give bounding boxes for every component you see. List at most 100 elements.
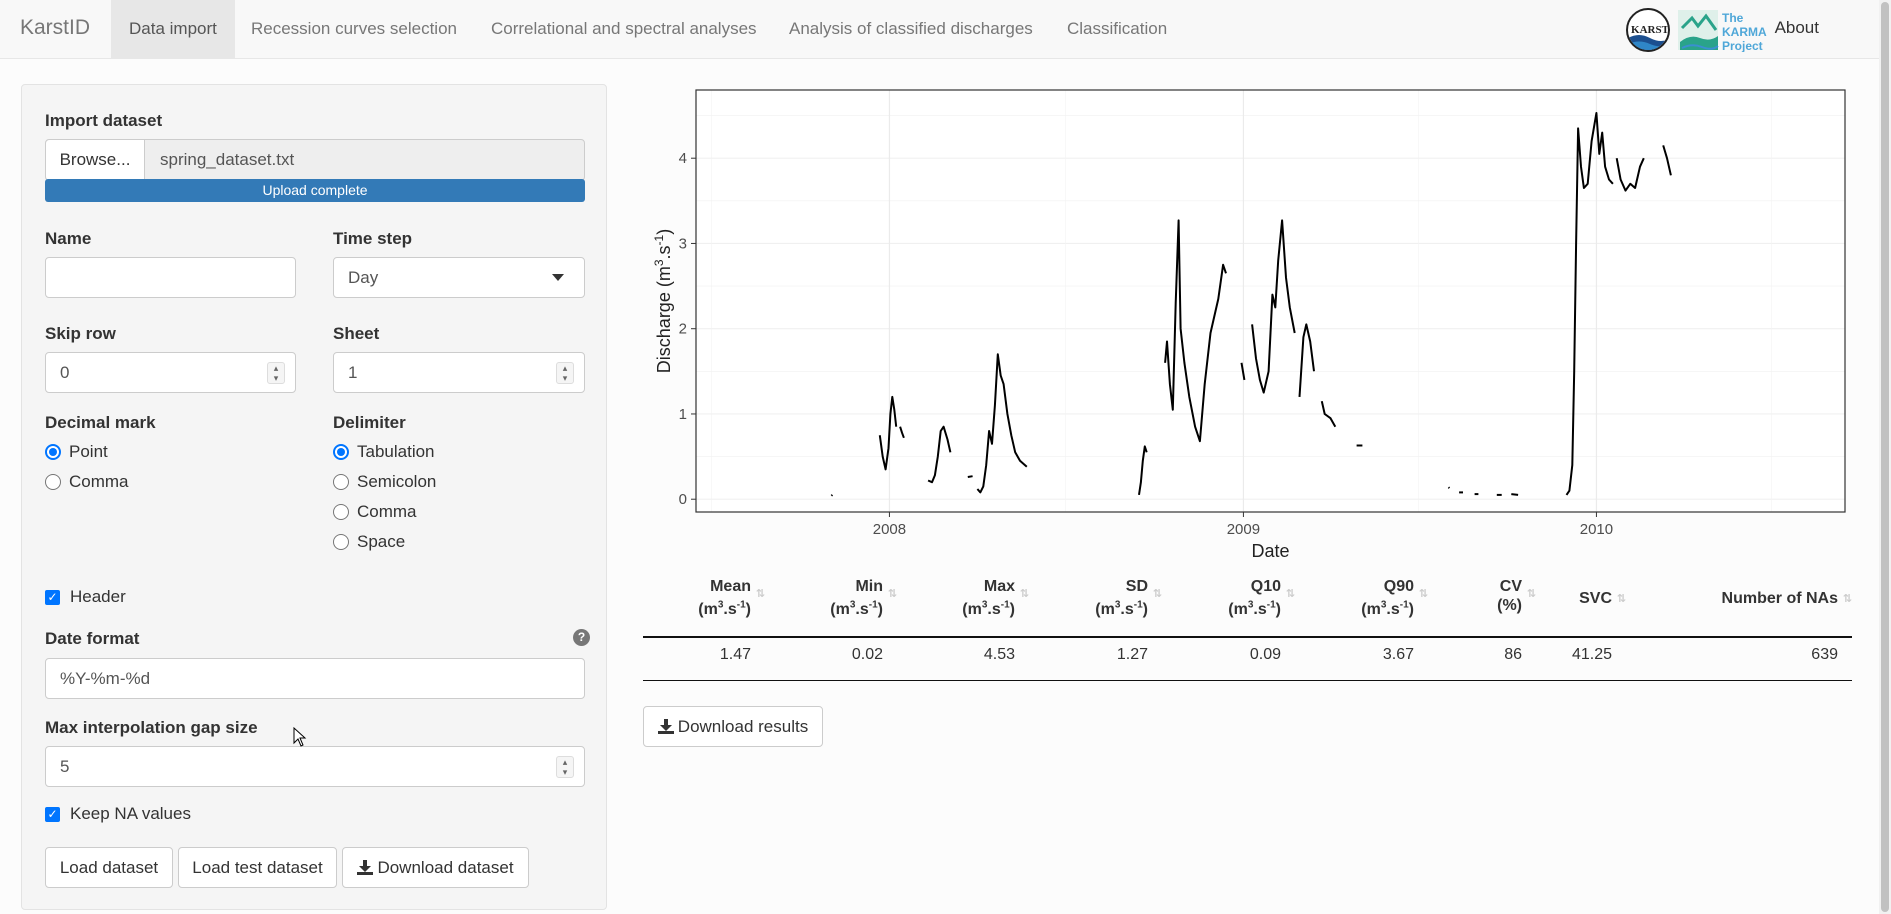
browse-button[interactable]: Browse... <box>46 140 145 180</box>
table-cell: 41.25 <box>1571 646 1612 663</box>
timestep-select[interactable]: Day <box>333 257 585 298</box>
skiprow-spinner[interactable]: ▴ ▾ <box>267 362 285 384</box>
keep-na-checkbox[interactable]: ✓ Keep NA values <box>45 804 191 824</box>
y-tick-label: 1 <box>679 406 687 423</box>
y-tick-label: 0 <box>679 491 687 508</box>
max-gap-input[interactable]: 5 ▴ ▾ <box>45 746 585 787</box>
help-icon[interactable]: ? <box>573 629 590 646</box>
column-header-cv[interactable]: CV (%) ⇅ <box>1497 578 1536 614</box>
skiprow-label: Skip row <box>45 324 116 343</box>
tab-analysis-classified-discharges[interactable]: Analysis of classified discharges <box>789 19 1033 38</box>
chart-x-axis-label: Date <box>1251 541 1289 561</box>
delimiter-comma-radio[interactable]: Comma <box>333 502 417 522</box>
load-dataset-button[interactable]: Load dataset <box>45 847 173 888</box>
sort-arrows-icon[interactable]: ⇅ <box>755 588 765 600</box>
column-header-mean[interactable]: Mean (m3.s-1) ⇅ <box>698 578 765 619</box>
tab-data-import[interactable]: Data import <box>111 0 235 58</box>
download-dataset-button[interactable]: Download dataset <box>342 847 529 888</box>
tab-recession-curves-selection[interactable]: Recession curves selection <box>251 19 457 38</box>
discharge-series-segment <box>1447 486 1451 489</box>
checkmark-icon: ✓ <box>45 806 60 822</box>
column-header-min[interactable]: Min (m3.s-1) ⇅ <box>830 578 897 619</box>
discharge-series-segment <box>1240 362 1246 381</box>
max-gap-spinner[interactable]: ▴ ▾ <box>556 756 574 778</box>
sort-arrows-icon[interactable]: ⇅ <box>887 588 897 600</box>
karst-logo-text: KARST <box>1631 24 1670 36</box>
skiprow-input[interactable]: 0 ▴ ▾ <box>45 352 296 393</box>
load-test-dataset-button[interactable]: Load test dataset <box>178 847 337 888</box>
mouse-cursor-icon <box>293 727 307 747</box>
karma-logo-line-3: Project <box>1722 39 1763 52</box>
delimiter-semicolon-label: Semicolon <box>357 472 437 491</box>
discharge-series-segment <box>1298 323 1315 397</box>
discharge-series-segment <box>1511 493 1519 496</box>
discharge-series-segment <box>899 426 905 439</box>
delimiter-label: Delimiter <box>333 413 406 432</box>
download-icon <box>357 860 374 875</box>
sort-arrows-icon[interactable]: ⇅ <box>1842 593 1852 605</box>
delimiter-space-radio[interactable]: Space <box>333 532 405 552</box>
keep-na-label: Keep NA values <box>70 804 191 823</box>
radio-unselected-icon <box>333 504 349 520</box>
sheet-spinner[interactable]: ▴ ▾ <box>556 362 574 384</box>
chevron-down-icon <box>552 274 564 281</box>
download-dataset-label: Download dataset <box>377 858 514 877</box>
karst-logo[interactable]: KARST <box>1626 8 1670 52</box>
decimal-point-radio[interactable]: Point <box>45 442 108 462</box>
name-label: Name <box>45 229 92 248</box>
upload-progress-bar: Upload complete <box>45 179 585 202</box>
karma-logo-line-1: The <box>1722 11 1744 25</box>
header-checkbox-label: Header <box>70 587 126 606</box>
date-format-input[interactable]: %Y-%m-%d <box>45 658 585 699</box>
radio-selected-icon <box>45 444 61 460</box>
karma-logo-line-2: KARMA <box>1722 25 1767 39</box>
delimiter-tabulation-radio[interactable]: Tabulation <box>333 442 435 462</box>
name-input[interactable] <box>45 257 296 298</box>
decimal-comma-label: Comma <box>69 472 129 491</box>
discharge-series-segment <box>976 353 1028 494</box>
radio-unselected-icon <box>333 534 349 550</box>
column-header-q10[interactable]: Q10 (m3.s-1) ⇅ <box>1228 578 1295 619</box>
column-header-svc[interactable]: SVC ⇅ <box>1579 590 1626 607</box>
scrollbar-thumb[interactable] <box>1881 2 1889 912</box>
file-input-group: Browse... spring_dataset.txt <box>45 139 585 181</box>
sort-arrows-icon[interactable]: ⇅ <box>1526 588 1536 600</box>
nav-about[interactable]: About <box>1774 18 1819 37</box>
checkmark-icon: ✓ <box>45 589 60 605</box>
table-cell: 0.09 <box>1249 646 1281 663</box>
column-header-number-of-nas[interactable]: Number of NAs ⇅ <box>1721 590 1852 607</box>
import-settings-panel: Import dataset Browse... spring_dataset.… <box>21 84 607 910</box>
date-format-label: Date format <box>45 629 140 648</box>
sort-arrows-icon[interactable]: ⇅ <box>1616 593 1626 605</box>
page-scrollbar[interactable] <box>1879 0 1891 914</box>
delimiter-semicolon-radio[interactable]: Semicolon <box>333 472 436 492</box>
radio-unselected-icon <box>45 474 61 490</box>
discharge-series-segment <box>1565 112 1614 496</box>
decimal-comma-radio[interactable]: Comma <box>45 472 129 492</box>
upload-progress-fill: Upload complete <box>45 179 585 202</box>
decimal-point-label: Point <box>69 442 108 461</box>
table-header-rule <box>643 636 1852 638</box>
max-gap-value: 5 <box>60 757 70 776</box>
tab-classification[interactable]: Classification <box>1067 19 1168 38</box>
sort-arrows-icon[interactable]: ⇅ <box>1152 588 1162 600</box>
header-checkbox[interactable]: ✓ Header <box>45 587 126 607</box>
tab-correlational-spectral-analyses[interactable]: Correlational and spectral analyses <box>491 19 757 38</box>
column-header-max[interactable]: Max (m3.s-1) ⇅ <box>962 578 1029 619</box>
column-header-q90[interactable]: Q90 (m3.s-1) ⇅ <box>1361 578 1428 619</box>
sheet-input[interactable]: 1 ▴ ▾ <box>333 352 585 393</box>
delimiter-comma-label: Comma <box>357 502 417 521</box>
column-header-sd[interactable]: SD (m3.s-1) ⇅ <box>1095 578 1162 619</box>
discharge-chart-svg: 0 1 2 3 4 2008 2009 2010 Discharge (m3.s-1) Date <box>652 89 1846 561</box>
sort-arrows-icon[interactable]: ⇅ <box>1418 588 1428 600</box>
delimiter-tabulation-label: Tabulation <box>357 442 435 461</box>
sort-arrows-icon[interactable]: ⇅ <box>1285 588 1295 600</box>
app-brand[interactable]: KarstID <box>20 16 91 39</box>
delimiter-space-label: Space <box>357 532 406 551</box>
download-results-button[interactable]: Download results <box>643 706 823 747</box>
sort-arrows-icon[interactable]: ⇅ <box>1019 588 1029 600</box>
karma-project-logo[interactable]: The KARMA Project <box>1678 8 1788 53</box>
y-tick-label: 2 <box>679 321 687 338</box>
timestep-value: Day <box>348 268 379 287</box>
table-cell: 86 <box>1504 646 1522 663</box>
